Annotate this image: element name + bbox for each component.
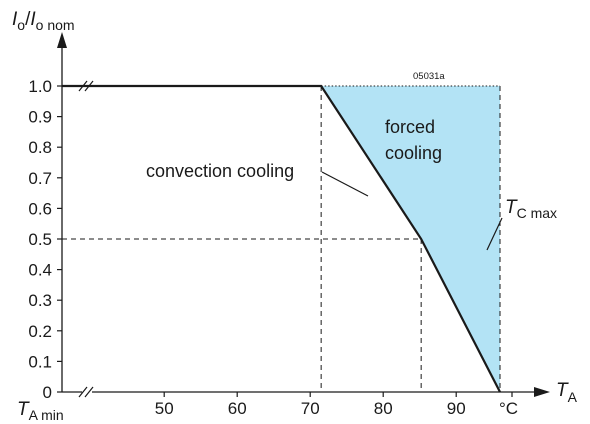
axis-break-gap [82, 388, 92, 396]
x-axis-ticks: 50 60 70 80 90 [155, 392, 513, 418]
x-axis-label: TA [556, 380, 578, 405]
y-axis-ticks: 0 0.1 0.2 0.3 0.4 0.5 0.6 0.7 0.8 0.9 1.0 [28, 77, 62, 402]
forced-cooling-label-line2: cooling [385, 143, 442, 163]
x-axis-arrow-icon [534, 387, 550, 397]
tc-max-leader-line [486, 217, 503, 251]
x-tick-label: 70 [301, 399, 320, 418]
tc-max-label: TC max [505, 197, 557, 221]
y-tick-label: 0.7 [28, 169, 52, 188]
x-tick-label: 60 [228, 399, 247, 418]
x-axis-min-label: TA min [17, 399, 64, 423]
y-tick-label: 0.8 [28, 138, 52, 157]
axis-break-slash [78, 386, 88, 398]
y-tick-label: 0.1 [28, 352, 52, 371]
y-tick-label: 0.2 [28, 322, 52, 341]
y-tick-label: 0 [43, 383, 52, 402]
axis-break-slash [84, 386, 94, 398]
x-tick-label: 80 [374, 399, 393, 418]
x-tick-label: 90 [447, 399, 466, 418]
y-tick-label: 0.3 [28, 291, 52, 310]
convection-leader-line [321, 171, 369, 197]
convection-cooling-curve [62, 84, 501, 393]
y-tick-label: 0.4 [28, 261, 52, 280]
x-tick-label: 50 [155, 399, 174, 418]
y-tick-label: 1.0 [28, 77, 52, 96]
convection-cooling-label: convection cooling [146, 161, 294, 181]
y-tick-label: 0.6 [28, 199, 52, 218]
y-tick-label: 0.5 [28, 230, 52, 249]
y-axis-arrow-icon [57, 32, 67, 48]
y-tick-label: 0.9 [28, 108, 52, 127]
figure-code: 05031a [413, 71, 445, 82]
forced-cooling-label-line1: forced [385, 117, 435, 137]
x-axis-unit: °C [499, 399, 518, 418]
forced-cooling-area [321, 86, 500, 392]
y-axis-label: Io/Io nom [12, 9, 75, 33]
